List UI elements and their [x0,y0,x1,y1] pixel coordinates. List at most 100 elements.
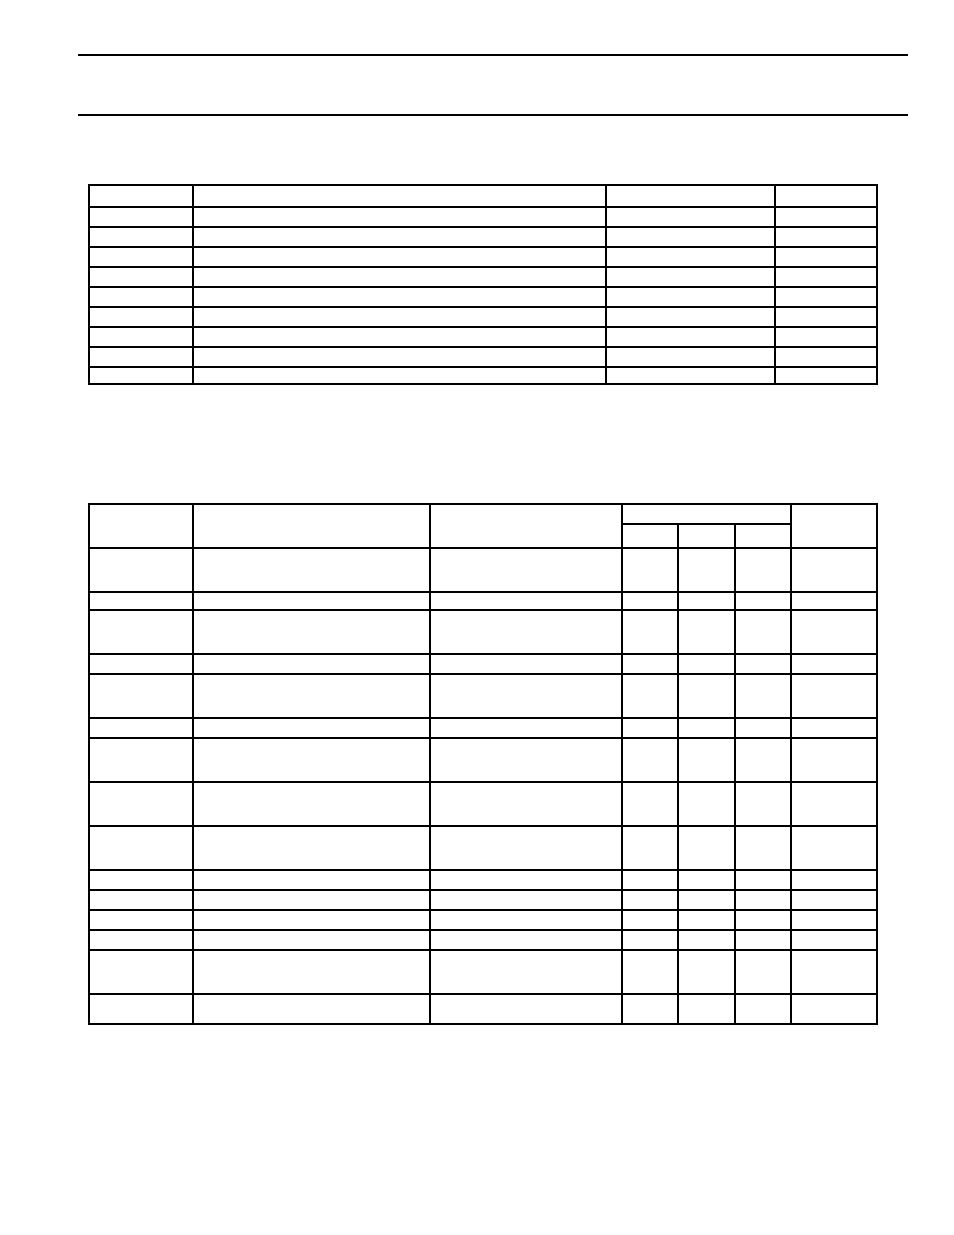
table2-cell [89,826,193,870]
table2-cell [735,950,791,994]
table1-cell [606,247,776,267]
table2-cell [678,930,735,950]
table2-cell [735,870,791,890]
table1-cell [89,247,193,267]
table1-cell [89,185,193,207]
table1-cell [775,267,877,287]
table2-cell [193,890,430,910]
table2-cell [791,994,877,1024]
table2-cell [622,950,679,994]
table2-cell [89,782,193,826]
table2-cell [430,718,622,738]
table2-cell [791,718,877,738]
table1-cell [193,327,606,347]
table2-cell [430,870,622,890]
table1-cell [775,247,877,267]
table1-cell [193,307,606,327]
table2-cell [735,930,791,950]
table2-cell [678,994,735,1024]
table1-cell [89,287,193,307]
table2-cell [430,674,622,718]
table2-cell [622,674,679,718]
table2-cell [791,890,877,910]
table2-cell [735,610,791,654]
table2-cell [193,718,430,738]
table2-cell [678,826,735,870]
table2-cell [735,592,791,610]
table2-cell [430,654,622,674]
table2-cell [622,782,679,826]
table2-cell [430,592,622,610]
table2-subheader-cell [678,524,735,548]
table2-cell [678,548,735,592]
table2-cell [89,548,193,592]
table1-cell [89,307,193,327]
table1-cell [775,307,877,327]
table1-cell [775,287,877,307]
table2-cell [678,610,735,654]
table2-subheader-cell [735,524,791,548]
table2-cell [622,826,679,870]
table2-cell [430,994,622,1024]
table-1 [88,184,878,385]
table2-cell [791,610,877,654]
table2-cell [430,548,622,592]
table2-cell [622,870,679,890]
table1-cell [606,307,776,327]
table2-cell [735,782,791,826]
table1-cell [89,347,193,367]
table2-cell [622,654,679,674]
table1-cell [606,287,776,307]
table1-cell [775,327,877,347]
table2-cell [193,610,430,654]
table2-cell [735,738,791,782]
table2-cell [89,930,193,950]
table2-cell [678,910,735,930]
table2-cell [193,950,430,994]
table2-cell [193,738,430,782]
table2-cell [735,548,791,592]
table2-cell [622,718,679,738]
table2-subheader-cell [622,524,679,548]
table2-cell [89,870,193,890]
table1-cell [193,287,606,307]
table2-cell [89,592,193,610]
table2-cell [430,610,622,654]
table2-cell [791,782,877,826]
table1-cell [89,227,193,247]
table2-cell [193,592,430,610]
table1-cell [606,185,776,207]
table2-header-cell [193,504,430,548]
table2-cell [193,870,430,890]
table2-cell [678,654,735,674]
table-2 [88,503,878,1025]
table2-cell [678,674,735,718]
table2-cell [622,930,679,950]
table2-cell [622,738,679,782]
table2-header-cell [89,504,193,548]
table2-cell [89,674,193,718]
table2-header-cell [430,504,622,548]
table1-cell [606,207,776,227]
table2-cell [430,950,622,994]
table2-cell [193,654,430,674]
table2-cell [622,592,679,610]
table2-cell [678,870,735,890]
table1-cell [89,267,193,287]
table1-cell [606,267,776,287]
table1-cell [89,207,193,227]
table1-cell [193,247,606,267]
table2-cell [791,548,877,592]
table1-cell [606,347,776,367]
table1-cell [193,367,606,384]
table2-cell [735,994,791,1024]
table2-cell [430,826,622,870]
table2-cell [735,718,791,738]
table2-cell [678,950,735,994]
table2-cell [791,826,877,870]
table2-cell [791,910,877,930]
table2-cell [678,592,735,610]
table1-cell [775,207,877,227]
table2-cell [791,674,877,718]
table2-cell [791,930,877,950]
